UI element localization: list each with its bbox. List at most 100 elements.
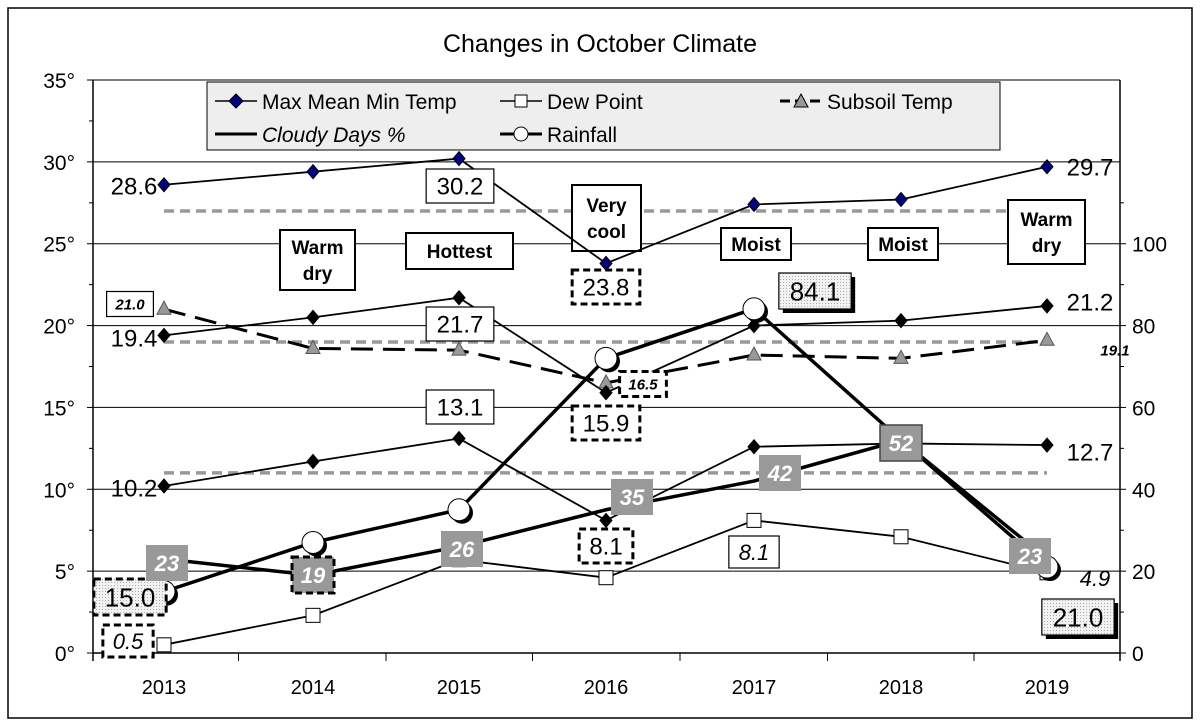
data-label: 15.9	[583, 411, 630, 438]
left-tick-label: 10°	[43, 479, 75, 502]
cloudy-label: 52	[889, 431, 914, 456]
data-label: 29.7	[1067, 155, 1114, 182]
dew-point-point	[305, 607, 321, 623]
annotation-text: Moist	[878, 235, 928, 256]
data-label: 8.1	[739, 540, 770, 565]
data-label-box	[425, 168, 495, 204]
annotation-box	[279, 229, 356, 291]
data-label-box	[728, 535, 780, 569]
annotation-text: cool	[587, 222, 626, 243]
left-tick-label: 15°	[43, 397, 75, 420]
data-label-box	[570, 404, 642, 442]
data-label: 15.0	[105, 582, 156, 612]
x-tick-label: 2013	[142, 677, 187, 699]
dew-point-point	[746, 512, 762, 528]
temp-point-min	[157, 478, 171, 494]
temp-point-max	[452, 150, 466, 167]
subsoil-point	[451, 341, 467, 356]
temp-point-min	[1040, 437, 1054, 453]
cloudy-label: 35	[620, 485, 645, 510]
left-tick-label: 30°	[43, 152, 75, 175]
temp-point-mean	[747, 317, 761, 334]
temp-point-min	[599, 512, 613, 529]
data-label: 12.7	[1067, 440, 1114, 467]
temp-point-max	[306, 163, 320, 180]
data-label: 8.1	[589, 534, 622, 561]
temp-point-min	[747, 438, 761, 455]
temp-point-mean	[599, 384, 613, 401]
subsoil-point	[746, 345, 762, 361]
data-label-box	[577, 527, 635, 565]
legend-label: Cloudy Days %	[262, 124, 406, 147]
annotation-box	[571, 184, 642, 252]
cloudy-label-box	[1009, 538, 1051, 574]
right-tick-label: 60	[1132, 397, 1155, 420]
temp-point-mean	[894, 312, 908, 329]
chart-title: Changes in October Climate	[443, 30, 757, 58]
rainfall-point	[447, 498, 471, 522]
legend-label: Dew Point	[547, 91, 643, 114]
cloudy-label: 23	[1017, 544, 1042, 569]
annotation-box	[720, 227, 792, 261]
subsoil-point	[893, 349, 909, 364]
triangle-icon	[793, 92, 809, 108]
temp-point-min	[306, 453, 320, 470]
x-tick-label: 2018	[879, 677, 924, 699]
subsoil-point	[1039, 331, 1055, 346]
temp-point-mean	[306, 309, 320, 326]
left-tick-label: 20°	[43, 316, 75, 339]
data-label-box	[105, 290, 154, 318]
right-tick-label: 100	[1132, 234, 1167, 257]
dew-point-point	[893, 529, 909, 545]
left-tick-label: 35°	[43, 70, 75, 93]
data-label: 23.8	[583, 275, 630, 302]
right-tick-label: 0	[1132, 643, 1144, 666]
temp-point-max	[747, 196, 761, 213]
subsoil-point	[305, 339, 321, 354]
data-label: 4.9	[1080, 566, 1111, 591]
data-label-box	[570, 268, 642, 306]
legend-label: Rainfall	[547, 124, 617, 147]
data-label-box	[425, 306, 495, 342]
data-label: 84.1	[790, 276, 841, 306]
cloudy-label-box	[879, 424, 923, 462]
data-label-box	[618, 370, 668, 398]
x-tick-label: 2014	[291, 677, 336, 699]
cloudy-label-box	[611, 479, 653, 515]
subsoil-point	[156, 300, 172, 315]
data-label: 0.5	[113, 629, 144, 654]
left-tick-label: 0°	[55, 643, 75, 666]
temp-point-min	[452, 430, 466, 447]
data-label: 10.2	[111, 476, 158, 503]
annotation-text: Hottest	[427, 242, 493, 263]
data-label: 19.4	[111, 326, 158, 353]
square-icon	[514, 94, 528, 108]
data-label: 13.1	[437, 395, 484, 422]
right-tick-label: 20	[1132, 561, 1155, 584]
right-tick-label: 40	[1132, 479, 1155, 502]
x-tick-label: 2017	[732, 677, 777, 699]
cloudy-label: 26	[449, 537, 475, 562]
x-tick-label: 2019	[1025, 677, 1070, 699]
rainfall-point	[594, 346, 618, 370]
dew-point-point	[598, 570, 614, 586]
x-tick-label: 2015	[437, 677, 482, 699]
data-label-box	[1041, 598, 1115, 636]
cloudy-label: 23	[154, 551, 179, 576]
cloudy-label-box	[759, 455, 801, 491]
rainfall-point	[742, 297, 766, 321]
data-label-box	[92, 577, 168, 617]
annotation-box	[867, 227, 939, 261]
annotation-text: Very	[586, 196, 627, 217]
data-label-box	[101, 623, 155, 659]
diamond-icon	[228, 93, 244, 109]
cloudy-label-box	[290, 555, 336, 595]
rainfall-point	[301, 530, 325, 554]
data-label: 21.7	[437, 312, 484, 339]
data-label: 21.0	[114, 296, 145, 313]
dew-point-point	[156, 637, 172, 653]
annotation-text: dry	[303, 264, 333, 285]
data-label-box	[425, 389, 495, 425]
cloudy-label-box	[441, 531, 483, 567]
